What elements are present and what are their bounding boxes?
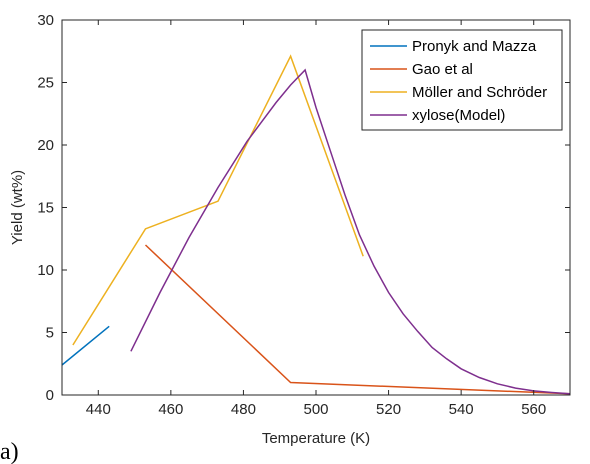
plot-area — [62, 54, 570, 395]
series-line-1 — [62, 325, 110, 366]
x-tick-label: 520 — [376, 401, 401, 418]
legend: Pronyk and Mazza Gao et al Möller and Schr… — [361, 29, 563, 131]
y-axis-title: Yield (wt%) — [9, 170, 26, 245]
x-tick-label: 480 — [231, 401, 256, 418]
legend-label: Möller and Schröder — [412, 84, 547, 101]
series-line-2 — [144, 244, 570, 395]
legend-label: xylose(Model) — [412, 107, 505, 124]
x-tick-label: 440 — [86, 401, 111, 418]
y-tick-label: 25 — [37, 75, 54, 92]
ticks: 440 460 480 500 520 540 560 0 5 10 15 20 25 30 — [37, 12, 570, 418]
panel-label: a) — [0, 439, 19, 464]
y-tick-label: 10 — [37, 262, 54, 279]
legend-label: Gao et al — [412, 61, 473, 78]
y-tick-label: 5 — [46, 325, 54, 342]
x-axis-title: Temperature (K) — [262, 430, 370, 447]
x-tick-label: 560 — [521, 401, 546, 418]
y-tick-label: 15 — [37, 200, 54, 217]
y-tick-label: 0 — [46, 387, 54, 404]
series-line-3 — [72, 54, 364, 346]
y-tick-label: 30 — [37, 12, 54, 29]
x-tick-label: 460 — [158, 401, 183, 418]
y-tick-label: 20 — [37, 137, 54, 154]
series-line-4 — [130, 68, 570, 395]
legend-label: Pronyk and Mazza — [412, 38, 537, 55]
x-tick-label: 500 — [303, 401, 328, 418]
x-tick-label: 540 — [449, 401, 474, 418]
